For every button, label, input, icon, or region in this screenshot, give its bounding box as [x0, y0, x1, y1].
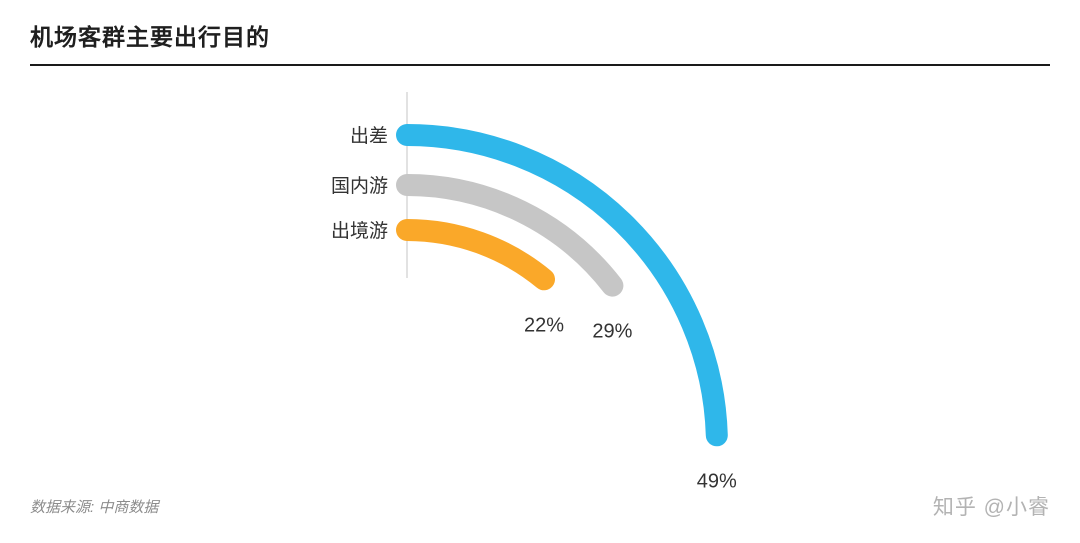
arc-0-出差 — [396, 124, 728, 447]
arc-2-出境游 — [396, 219, 555, 291]
category-label-2: 出境游 — [331, 220, 388, 242]
header: 机场客群主要出行目的 — [0, 0, 1080, 66]
arc-1-国内游 — [396, 174, 624, 297]
data-source-note: 数据来源: 中商数据 — [30, 499, 159, 516]
watermark: 知乎 @小睿 — [932, 496, 1050, 519]
value-label-0: 49% — [697, 470, 737, 492]
category-label-1: 国内游 — [331, 175, 388, 197]
category-label-0: 出差 — [350, 125, 388, 147]
value-label-2: 22% — [524, 314, 564, 336]
page-title: 机场客群主要出行目的 — [30, 24, 270, 50]
title-divider — [30, 64, 1050, 66]
value-label-1: 29% — [592, 321, 632, 343]
